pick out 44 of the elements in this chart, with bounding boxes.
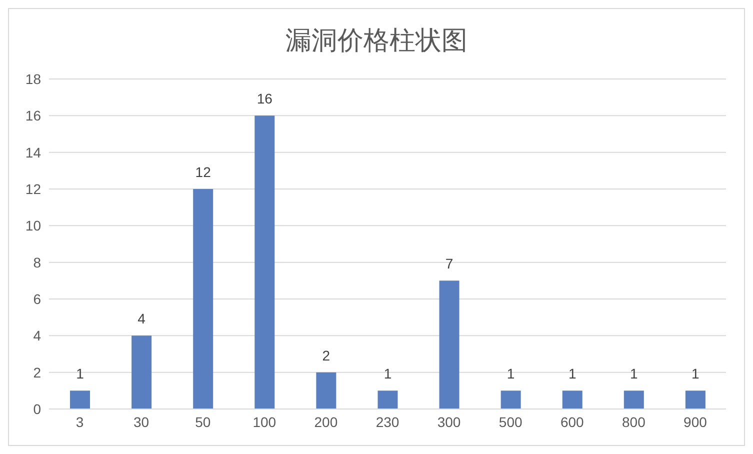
bar	[562, 390, 582, 409]
x-tick-label: 50	[195, 414, 211, 430]
y-tick-label: 0	[33, 400, 42, 417]
y-tick-label: 16	[25, 108, 42, 124]
x-tick-label: 600	[560, 414, 584, 430]
bar	[685, 390, 706, 409]
y-tick-label: 4	[33, 328, 42, 344]
data-label: 1	[506, 366, 515, 382]
x-tick-label: 230	[376, 414, 400, 430]
bar	[193, 189, 214, 409]
y-tick-label: 10	[25, 218, 42, 234]
x-tick-label: 30	[134, 414, 150, 430]
y-tick-label: 14	[25, 144, 42, 160]
y-tick-label: 18	[25, 70, 42, 87]
bar	[70, 390, 90, 409]
data-label: 1	[384, 366, 392, 382]
data-label: 12	[195, 164, 212, 180]
bar	[439, 280, 460, 409]
bar	[378, 390, 398, 409]
x-tick-label: 100	[252, 414, 276, 430]
x-tick-label: 200	[314, 414, 338, 430]
y-tick-label: 6	[33, 290, 42, 307]
data-label: 1	[568, 366, 576, 382]
chart-title: 漏洞价格柱状图	[284, 24, 468, 57]
y-tick-label: 2	[33, 364, 42, 380]
bar	[316, 372, 336, 409]
x-tick-label: 500	[498, 414, 522, 430]
x-tick-label: 800	[622, 414, 646, 430]
data-label: 1	[630, 366, 638, 382]
bar	[624, 390, 644, 409]
bar	[132, 336, 152, 409]
data-label: 7	[445, 256, 454, 272]
data-label: 1	[692, 366, 700, 382]
data-label: 16	[256, 90, 273, 107]
x-tick-label: 300	[437, 414, 461, 430]
x-tick-label: 900	[684, 414, 708, 430]
x-tick-label: 3	[76, 414, 84, 430]
y-tick-label: 8	[33, 254, 42, 270]
bar	[254, 116, 275, 409]
y-tick-label: 12	[25, 180, 42, 197]
data-label: 1	[76, 366, 84, 382]
data-label: 2	[322, 347, 330, 364]
data-label: 4	[138, 310, 146, 327]
bar	[500, 390, 521, 409]
